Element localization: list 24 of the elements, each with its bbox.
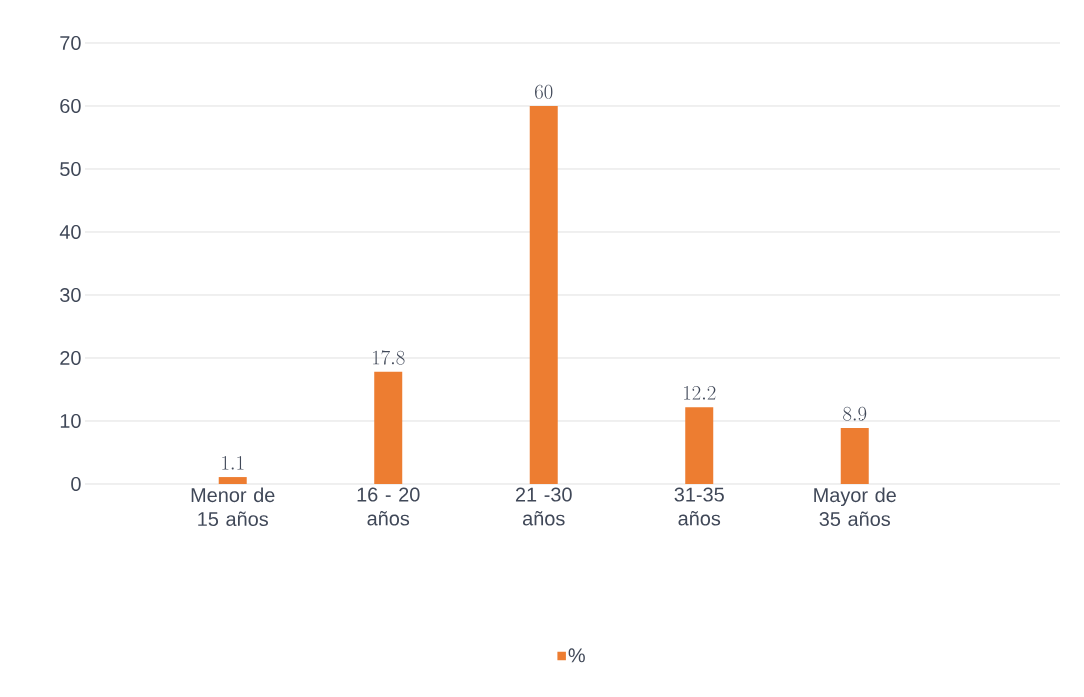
data-label: 8.9 — [843, 406, 867, 421]
data-label: 60 — [535, 84, 553, 99]
y-tick-label: 50 — [60, 161, 81, 177]
x-tick-label: 31-35 años — [674, 487, 724, 526]
y-tick-label: 30 — [60, 287, 81, 303]
x-tick-label: Menor de 15 años — [191, 487, 275, 527]
bar — [840, 427, 869, 484]
legend-label: % — [568, 648, 585, 663]
y-tick-label: 70 — [60, 35, 81, 51]
data-label: 17.8 — [373, 350, 405, 365]
data-label: 12.2 — [684, 385, 716, 400]
y-tick-label: 60 — [60, 98, 81, 114]
bar — [218, 477, 247, 484]
x-tick-label: Mayor de 35 años — [814, 487, 896, 527]
y-tick-label: 20 — [60, 350, 81, 366]
x-tick-label: 21 -30 años — [515, 487, 572, 526]
bar — [529, 106, 558, 484]
data-label: 1 . 1 — [222, 455, 244, 470]
y-tick-label: 10 — [60, 413, 81, 429]
y-tick-label: 0 — [71, 476, 81, 492]
bar — [685, 407, 714, 484]
y-tick-label: 40 — [59, 224, 81, 240]
x-tick-label: 16 - 20 años — [357, 487, 420, 526]
bar — [374, 371, 403, 484]
